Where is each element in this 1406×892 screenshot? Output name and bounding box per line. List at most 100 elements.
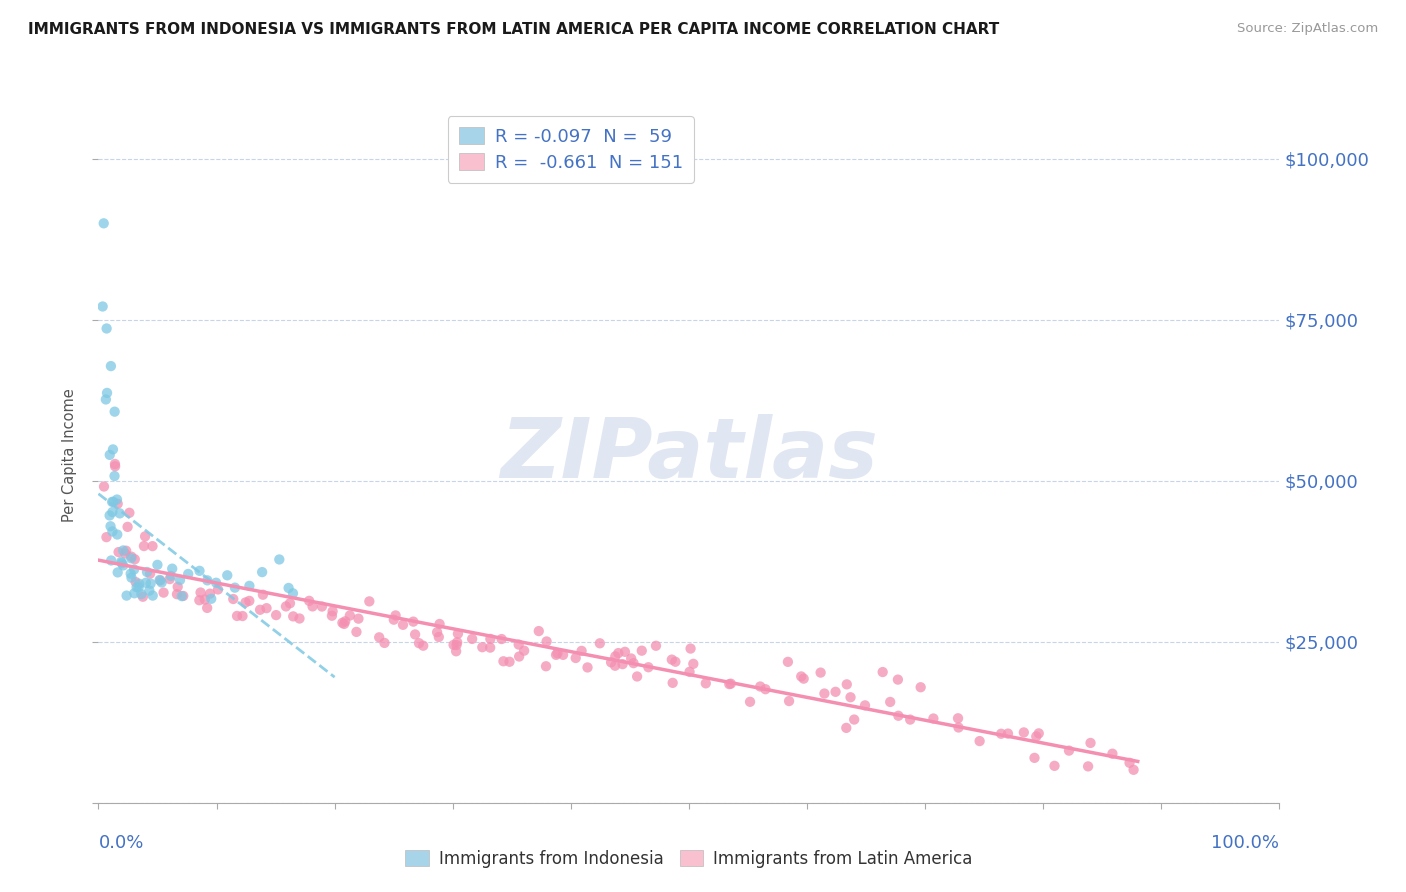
Point	[108, 507, 131, 521]
Point	[887, 673, 910, 687]
Point	[620, 651, 643, 665]
Point	[138, 583, 160, 598]
Point	[661, 652, 683, 666]
Point	[664, 655, 686, 669]
Point	[479, 640, 502, 655]
Point	[910, 680, 932, 694]
Point	[879, 695, 901, 709]
Point	[997, 726, 1019, 740]
Point	[853, 698, 876, 713]
Point	[471, 640, 494, 655]
Point	[238, 594, 260, 608]
Point	[118, 506, 141, 520]
Point	[347, 612, 370, 626]
Point	[172, 589, 194, 603]
Point	[339, 608, 361, 623]
Point	[114, 547, 136, 561]
Point	[101, 442, 124, 457]
Point	[589, 636, 612, 650]
Point	[150, 575, 173, 590]
Point	[527, 624, 550, 638]
Point	[835, 721, 858, 735]
Point	[252, 588, 274, 602]
Point	[332, 615, 354, 630]
Point	[149, 574, 172, 588]
Point	[571, 644, 593, 658]
Point	[107, 566, 129, 580]
Point	[231, 609, 253, 624]
Point	[107, 545, 129, 559]
Point	[446, 635, 468, 649]
Point	[298, 594, 321, 608]
Point	[274, 599, 297, 614]
Point	[190, 585, 212, 599]
Point	[491, 632, 513, 646]
Point	[461, 632, 484, 646]
Point	[288, 611, 311, 625]
Text: Source: ZipAtlas.com: Source: ZipAtlas.com	[1237, 22, 1378, 36]
Point	[200, 591, 222, 606]
Point	[281, 586, 304, 600]
Point	[103, 469, 125, 483]
Legend: Immigrants from Indonesia, Immigrants from Latin America: Immigrants from Indonesia, Immigrants fr…	[398, 843, 980, 874]
Point	[139, 576, 162, 591]
Point	[1012, 725, 1035, 739]
Point	[104, 459, 127, 474]
Point	[508, 638, 530, 652]
Point	[301, 599, 323, 614]
Point	[679, 641, 702, 656]
Point	[110, 555, 132, 569]
Point	[100, 553, 122, 567]
Point	[124, 574, 146, 589]
Point	[607, 646, 630, 660]
Point	[600, 656, 623, 670]
Point	[738, 695, 761, 709]
Point	[373, 636, 395, 650]
Point	[695, 676, 717, 690]
Point	[392, 617, 415, 632]
Point	[122, 562, 145, 576]
Point	[124, 552, 146, 566]
Point	[776, 655, 799, 669]
Point	[839, 690, 862, 705]
Point	[194, 592, 217, 607]
Point	[333, 616, 356, 631]
Point	[872, 665, 894, 679]
Point	[793, 672, 815, 686]
Point	[264, 608, 287, 623]
Point	[682, 657, 704, 671]
Point	[226, 608, 249, 623]
Point	[103, 495, 125, 509]
Point	[98, 508, 121, 523]
Point	[887, 708, 910, 723]
Point	[188, 564, 211, 578]
Point	[546, 646, 568, 660]
Point	[166, 587, 188, 601]
Point	[169, 573, 191, 587]
Point	[429, 617, 451, 632]
Point	[188, 593, 211, 607]
Point	[508, 649, 530, 664]
Point	[132, 539, 155, 553]
Point	[813, 686, 835, 700]
Point	[1024, 751, 1046, 765]
Point	[104, 405, 127, 419]
Point	[969, 734, 991, 748]
Point	[1057, 744, 1080, 758]
Point	[404, 627, 426, 641]
Point	[249, 603, 271, 617]
Point	[551, 648, 574, 662]
Point	[128, 581, 150, 595]
Point	[321, 608, 343, 623]
Point	[142, 589, 165, 603]
Point	[198, 587, 221, 601]
Point	[576, 660, 599, 674]
Point	[720, 676, 742, 690]
Point	[160, 569, 183, 583]
Text: 0.0%: 0.0%	[98, 834, 143, 852]
Point	[256, 601, 278, 615]
Point	[141, 539, 163, 553]
Point	[238, 579, 260, 593]
Point	[534, 659, 557, 673]
Point	[159, 572, 181, 586]
